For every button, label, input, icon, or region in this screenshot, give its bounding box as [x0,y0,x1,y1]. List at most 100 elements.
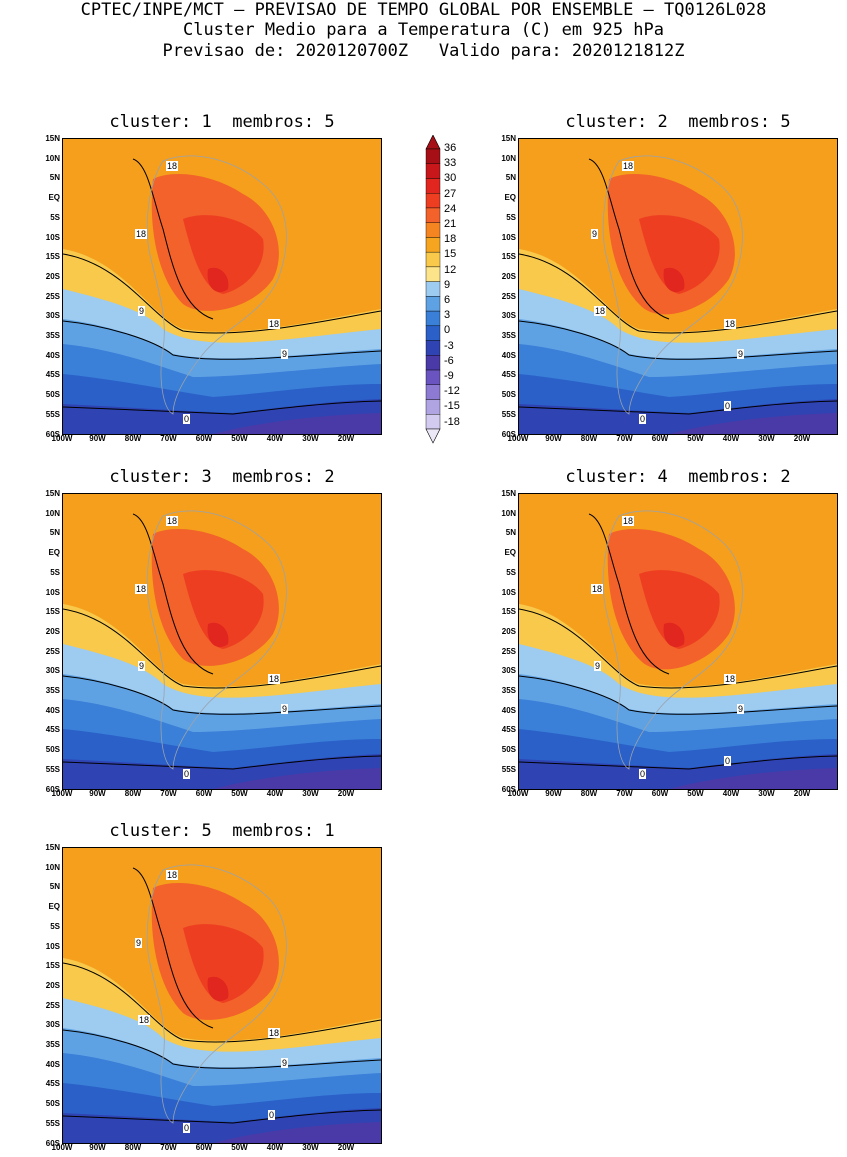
longitude-tick: 90W [89,1143,106,1152]
contour-label: 9 [281,704,289,714]
contour-label: 18 [591,584,604,594]
contour-line [63,675,381,715]
colorbar-swatch [425,251,441,268]
cluster-map-panel: 18 18 9 18 9 0 0 [518,493,838,790]
colorbar [425,134,441,449]
longitude-tick: 70W [160,1143,177,1152]
temperature-band [213,1122,381,1143]
coastline [146,510,287,770]
colorbar-bottom-arrow [425,428,441,444]
panel-title: cluster: 5 membros: 1 [109,821,335,841]
latitude-tick: 20S [45,980,60,990]
latitude-tick: 20S [45,626,60,636]
contour-line [519,755,837,770]
latitude-tick: 10N [501,508,516,518]
latitude-tick: 50S [501,390,516,400]
latitude-tick: 60S [45,784,60,794]
colorbar-label: -12 [444,385,460,398]
latitude-tick: 35S [45,1040,60,1049]
panel-title: cluster: 4 membros: 2 [565,467,791,487]
contour-label: 18 [268,319,281,329]
colorbar-swatch [425,237,441,253]
colorbar-swatch [425,325,441,341]
colorbar-swatch [425,193,441,209]
longitude-tick: 50W [231,1143,248,1152]
header-line-2: Cluster Medio para a Temperatura (C) em … [182,20,665,40]
colorbar-swatch [425,384,441,400]
colorbar-swatch [425,340,441,356]
contour-line [63,1109,381,1124]
latitude-tick: 60S [501,429,516,439]
latitude-tick: 20S [501,271,516,281]
latitude-tick: 55S [45,409,60,419]
latitude-tick: 50S [501,745,516,755]
longitude-tick: 70W [616,789,633,798]
longitude-tick: 50W [231,434,248,443]
longitude-tick: 90W [89,434,106,443]
longitude-tick: 40W [266,434,284,443]
temperature-band [669,768,837,789]
colorbar-swatch [425,355,441,371]
colorbar-label: 36 [444,142,457,154]
temperature-band [213,413,381,434]
longitude-tick: 70W [160,789,177,798]
longitude-tick: 20W [793,789,811,798]
longitude-tick: 100W [51,789,73,798]
contour-label: 18 [594,306,607,316]
temperature-map [63,139,381,434]
latitude-tick: 40S [45,705,60,715]
cluster-map-panel: 18 9 18 18 9 0 0 [518,138,838,435]
panel-title: cluster: 2 membros: 5 [565,112,791,132]
temperature-band [639,570,720,649]
contour-label: 18 [166,161,179,171]
contour-line [588,158,670,320]
contour-line [63,755,381,770]
latitude-tick: 45S [45,370,60,380]
contour-line [519,608,837,689]
longitude-tick: 100W [51,1143,73,1152]
contour-line [132,513,214,675]
colorbar-swatch [425,399,441,415]
colorbar-label: -15 [444,400,460,413]
longitude-tick: 50W [687,434,704,443]
colorbar-label: 3 [444,309,451,322]
contour-label: 18 [268,1028,281,1038]
latitude-tick: 25S [45,646,60,656]
longitude-tick: 100W [507,434,529,443]
latitude-tick: 15N [45,843,60,852]
longitude-tick: 80W [124,789,142,798]
latitude-tick: 5S [506,212,516,222]
latitude-tick: 20S [501,626,516,636]
colorbar-label: 33 [444,157,457,170]
latitude-tick: 35S [501,331,516,340]
contour-line [519,400,837,415]
latitude-tick: 35S [45,331,60,340]
contour-line [519,320,837,360]
header-line-1: CPTEC/INPE/MCT – PREVISAO DE TEMPO GLOBA… [80,0,767,20]
longitude-tick: 30W [758,789,775,798]
latitude-tick: 15N [45,489,60,498]
colorbar-label: 18 [444,233,457,246]
longitude-tick: 60W [651,434,669,443]
longitude-tick: 30W [302,1143,319,1152]
latitude-tick: 55S [45,764,60,774]
temperature-band [207,267,229,293]
colorbar-label: -6 [444,354,454,367]
latitude-tick: 55S [45,1118,60,1128]
temperature-map [519,494,837,789]
latitude-tick: 25S [45,291,60,301]
longitude-tick: 80W [580,789,598,798]
contour-line [63,1029,381,1069]
contour-label: 0 [268,1110,276,1120]
colorbar-swatch [425,296,441,312]
latitude-tick: 10N [501,153,516,163]
longitude-tick: 30W [302,789,319,798]
latitude-tick: 5S [50,212,60,222]
latitude-tick: EQ [504,548,516,558]
colorbar-label: 21 [444,218,457,230]
contour-label: 18 [622,161,635,171]
contour-label: 18 [166,516,179,526]
latitude-tick: 30S [45,311,60,321]
latitude-tick: 40S [501,350,516,360]
longitude-tick: 80W [124,1143,142,1152]
